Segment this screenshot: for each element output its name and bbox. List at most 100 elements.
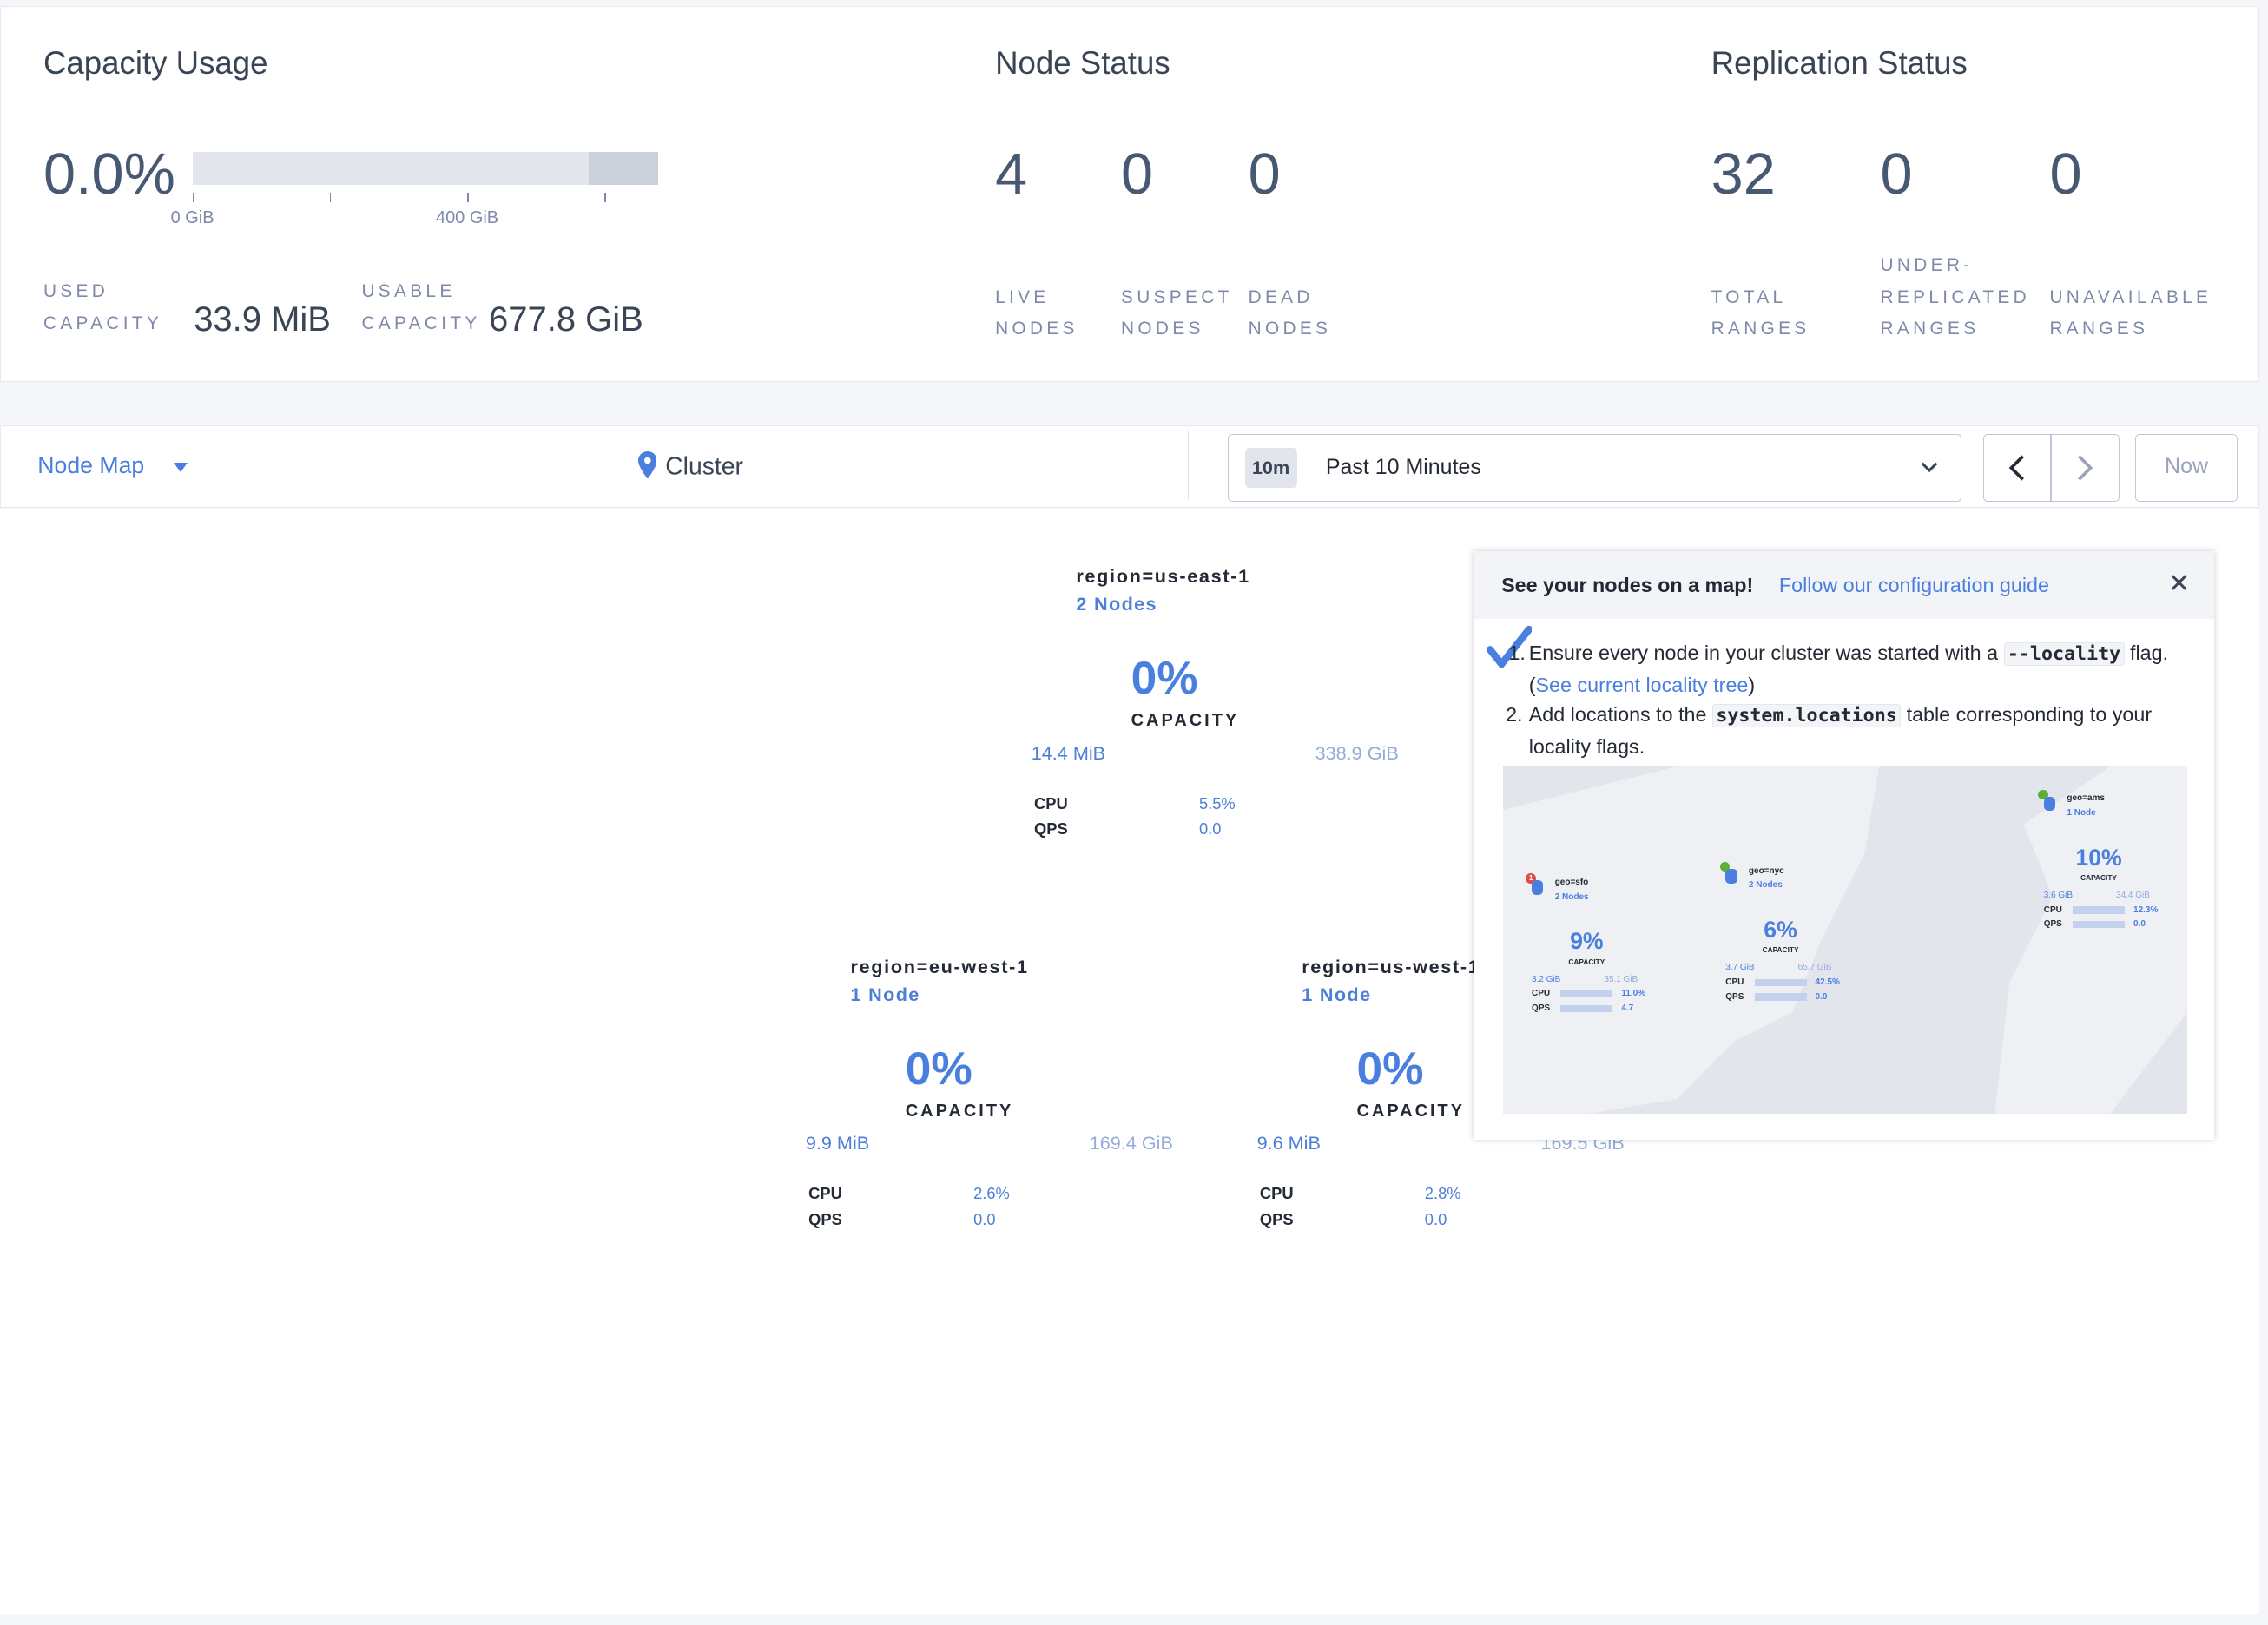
label-line: RANGES xyxy=(1711,319,1810,339)
example-total: 65.7 GiB xyxy=(1797,963,1832,973)
replication-stat-value: 0 xyxy=(1880,142,1913,207)
example-qps-value: 0.0 xyxy=(2133,919,2146,930)
locality-cluster[interactable]: region=us-west-1 1 Node 0% CAPACITY 9.6 MiB 1… xyxy=(1256,956,1625,1229)
popup-heading: See your nodes on a map! xyxy=(1501,574,1754,597)
example-cpu-sparkline xyxy=(2073,906,2126,914)
step-number: 1. xyxy=(1508,641,1526,664)
example-node-name: geo=ams xyxy=(2067,793,2105,804)
cluster-node-count[interactable]: 2 Nodes xyxy=(1076,592,1157,615)
example-node: geo=ams 1 Node 10% CAPACITY 3.6 GiB 34.4 GiB C… xyxy=(2038,789,2168,949)
chevron-right-icon xyxy=(2078,455,2093,481)
example-node: 1 geo=sfo 2 Nodes 9% CAPACITY 3.2 GiB 35.1 GiB… xyxy=(1526,873,1656,1032)
node-stat-value: 4 xyxy=(995,142,1028,207)
cluster-name: region=us-east-1 xyxy=(1076,565,1250,588)
label-line: NODES xyxy=(1248,319,1332,339)
label-line: USED xyxy=(43,281,109,302)
example-capacity: 10% xyxy=(2075,844,2122,871)
total-capacity: 338.9 GiB xyxy=(1315,741,1399,764)
label-line: CAPACITY xyxy=(43,312,163,333)
map-setup-popup: See your nodes on a map! Follow our conf… xyxy=(1474,550,2215,1140)
chevron-down-icon xyxy=(1921,462,1937,473)
example-node-name: geo=nyc xyxy=(1748,865,1784,876)
configuration-guide-link[interactable]: Follow our configuration guide xyxy=(1778,574,2049,597)
capacity-bar xyxy=(192,151,658,186)
system-locations-code: system.locations xyxy=(1711,704,1902,728)
used-capacity: 14.4 MiB xyxy=(1031,741,1106,764)
label-line: UNAVAILABLE xyxy=(2049,286,2212,307)
label-line: UNDER- xyxy=(1880,255,1974,276)
replication-stat-value: 0 xyxy=(2049,142,2082,207)
axis-tick xyxy=(192,192,194,203)
example-capacity-label: CAPACITY xyxy=(2080,873,2117,883)
cpu-sparkline xyxy=(1085,797,1180,812)
database-icon xyxy=(2043,796,2056,812)
example-qps-label: QPS xyxy=(2043,919,2062,930)
capacity-usage-title: Capacity Usage xyxy=(43,44,268,81)
qps-label: QPS xyxy=(1034,819,1068,839)
node-stat-label: DEAD NODES xyxy=(1249,282,1332,345)
label-line: TOTAL xyxy=(1711,286,1787,307)
step-text: Add locations to the xyxy=(1528,703,1707,727)
locality-cluster[interactable]: region=us-east-1 2 Nodes 0% CAPACITY 14.4 Mi… xyxy=(1031,565,1399,839)
example-used: 3.2 GiB xyxy=(1532,974,1561,984)
cluster-name: region=us-west-1 xyxy=(1302,956,1480,978)
example-capacity: 6% xyxy=(1764,917,1797,944)
usable-capacity-value: 677.8 GiB xyxy=(489,300,643,339)
axis-tick xyxy=(467,192,469,203)
replication-stat-value: 32 xyxy=(1711,142,1776,207)
breadcrumb[interactable]: Cluster xyxy=(637,451,743,481)
label-line xyxy=(1711,250,1810,282)
example-used: 3.6 GiB xyxy=(2043,891,2074,901)
cluster-node-count[interactable]: 1 Node xyxy=(1302,983,1372,1005)
total-capacity: 169.4 GiB xyxy=(1089,1132,1173,1155)
cluster-node-count[interactable]: 1 Node xyxy=(850,983,920,1005)
view-selector[interactable]: Node Map xyxy=(37,452,188,479)
now-button-label: Now xyxy=(2165,453,2208,478)
node-stat-value: 0 xyxy=(1248,142,1281,207)
checkmark-icon xyxy=(1486,625,1533,668)
label-line: RANGES xyxy=(1880,319,1980,339)
label-line: REPLICATED xyxy=(1880,286,2030,307)
now-button[interactable]: Now xyxy=(2134,433,2238,503)
capacity-percent: 0.0% xyxy=(43,142,175,207)
example-qps-label: QPS xyxy=(1532,1003,1551,1014)
label-line: NODES xyxy=(1120,319,1204,339)
locality-flag-code: --locality xyxy=(2003,641,2125,666)
example-capacity: 9% xyxy=(1570,928,1604,955)
locality-tree-link[interactable]: See current locality tree xyxy=(1535,673,1749,696)
cpu-value: 2.8% xyxy=(1424,1184,1461,1203)
database-icon xyxy=(1725,869,1737,884)
example-total: 35.1 GiB xyxy=(1604,974,1638,984)
time-next-button[interactable] xyxy=(2051,433,2120,503)
example-qps-sparkline xyxy=(1754,993,1807,1001)
node-stat-label: LIVE NODES xyxy=(995,282,1078,345)
time-prev-button[interactable] xyxy=(1982,433,2052,503)
example-qps-label: QPS xyxy=(1725,991,1744,1002)
example-qps-value: 0.0 xyxy=(1815,991,1828,1002)
cpu-value: 5.5% xyxy=(1198,793,1236,812)
qps-sparkline xyxy=(859,1214,954,1229)
qps-label: QPS xyxy=(808,1210,842,1229)
cpu-sparkline xyxy=(859,1188,954,1203)
example-node-name: geo=sfo xyxy=(1554,878,1589,888)
label-line xyxy=(2049,250,2212,282)
tick-label: 400 GiB xyxy=(435,207,499,227)
replication-stat-label: UNDER- REPLICATED RANGES xyxy=(1881,250,2030,345)
healthy-check-icon xyxy=(2038,789,2048,800)
cpu-label: CPU xyxy=(1259,1184,1294,1203)
example-node-count: 2 Nodes xyxy=(1554,891,1589,902)
usable-capacity-label: USABLE CAPACITY xyxy=(361,276,480,339)
example-cpu-sparkline xyxy=(1754,978,1807,987)
locality-cluster[interactable]: region=eu-west-1 1 Node 0% CAPACITY 9.9 MiB 1… xyxy=(805,956,1173,1229)
database-icon xyxy=(1532,880,1544,896)
used-capacity-label: USED CAPACITY xyxy=(43,276,162,339)
example-cpu-value: 12.3% xyxy=(2133,905,2159,915)
time-range-select[interactable]: 10m Past 10 Minutes xyxy=(1228,433,1962,503)
step-text: flag. ( xyxy=(1528,641,2169,696)
cpu-value: 2.6% xyxy=(973,1184,1010,1203)
example-cpu-value: 42.5% xyxy=(1815,977,1840,988)
label-line: SUSPECT xyxy=(1120,286,1233,307)
close-icon[interactable]: ✕ xyxy=(2168,569,2191,598)
used-capacity-value: 33.9 MiB xyxy=(194,300,331,339)
replication-status-title: Replication Status xyxy=(1711,44,1968,81)
